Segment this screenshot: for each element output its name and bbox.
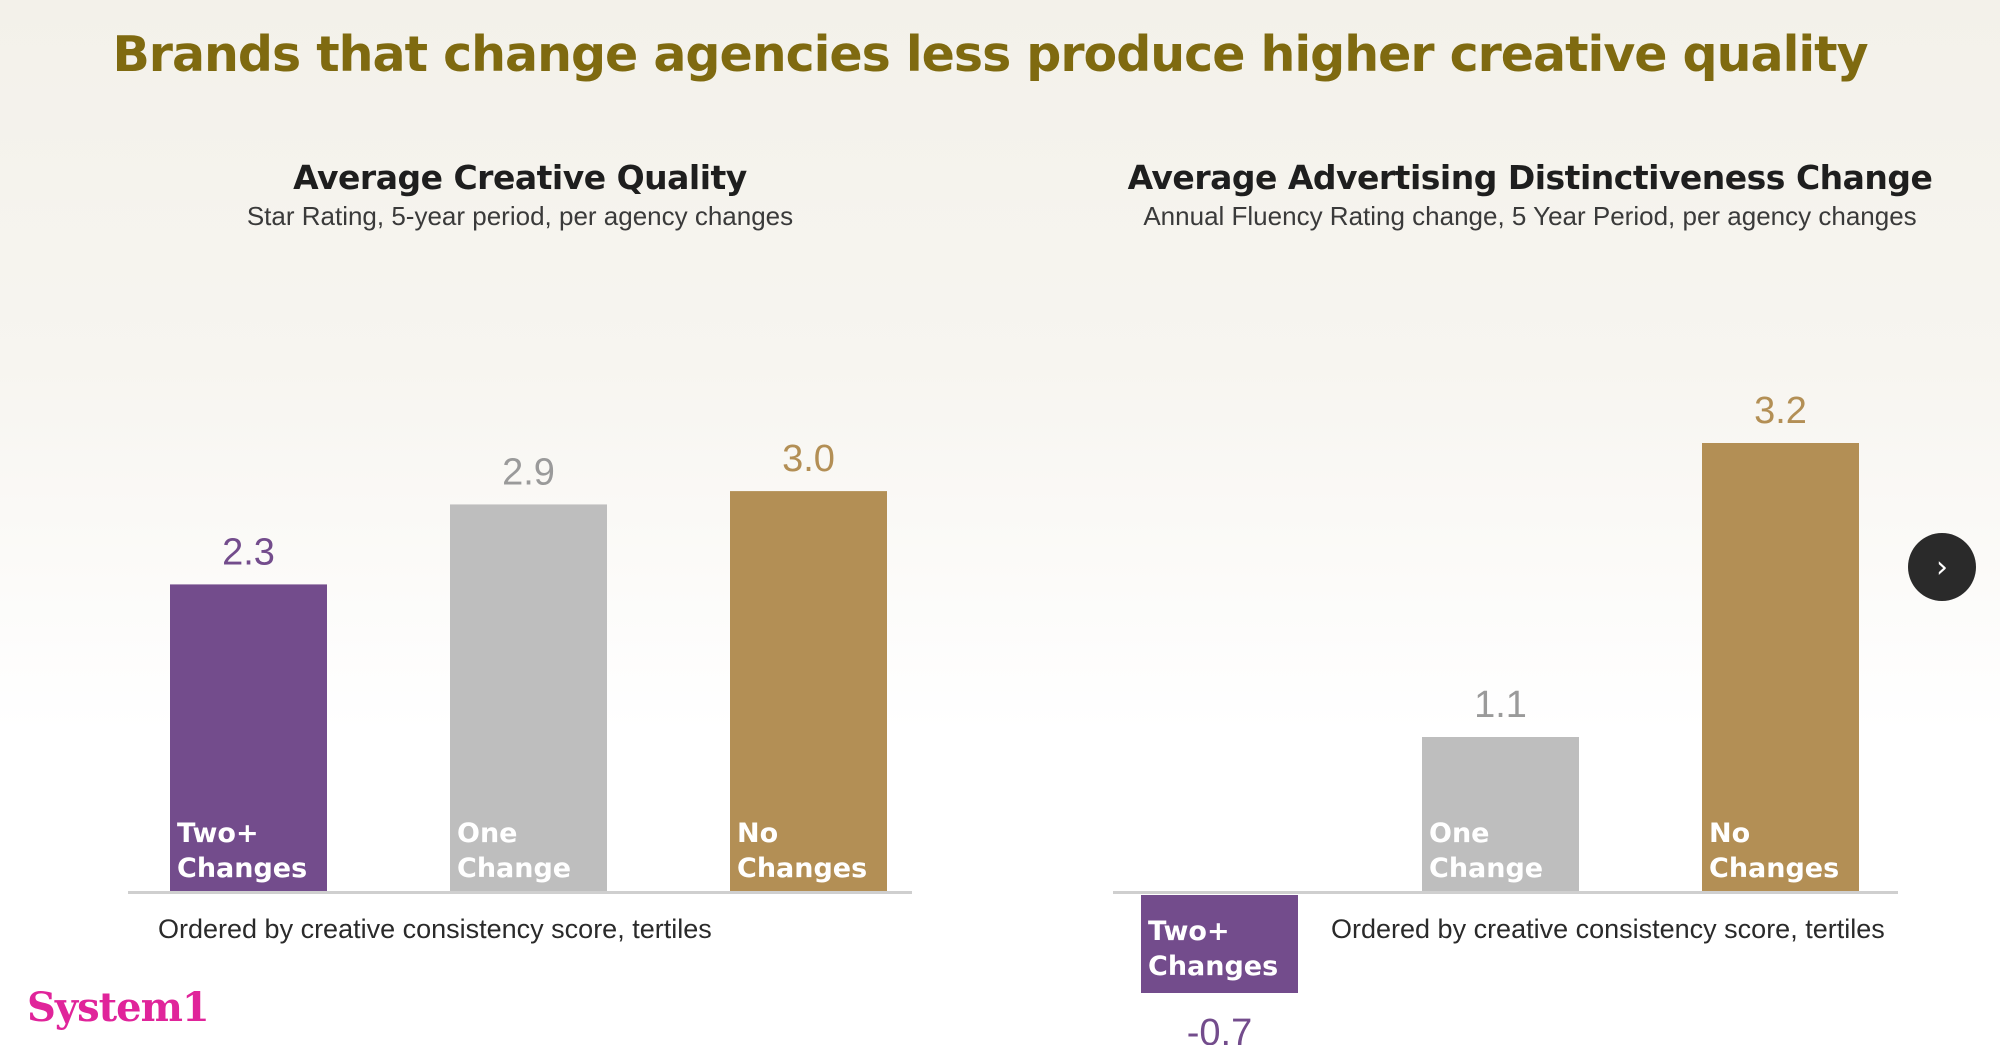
main-title: Brands that change agencies less produce…	[112, 26, 1868, 83]
chart-2-category-label-1-line-2: Changes	[1148, 951, 1278, 982]
chart-2-value-label-2: 1.1	[1474, 684, 1527, 726]
chart-1-bar-2	[450, 504, 607, 891]
chart-1-subtitle: Star Rating, 5-year period, per agency c…	[246, 201, 794, 231]
chart-2-value-label-1: -0.7	[1187, 1012, 1252, 1045]
chart-2-bar-3	[1702, 443, 1859, 891]
system1-logo: System1	[27, 984, 210, 1031]
chart-2-footnote: Ordered by creative consistency score, t…	[1331, 914, 1885, 944]
chart-1-footnote: Ordered by creative consistency score, t…	[158, 914, 712, 944]
chart-2-subtitle: Annual Fluency Rating change, 5 Year Per…	[1143, 201, 1917, 231]
next-slide-button[interactable]: ›	[1908, 533, 1976, 601]
chart-2-title: Average Advertising Distinctiveness Chan…	[1127, 158, 1933, 197]
chart-1-category-label-1-line-2: Changes	[177, 853, 307, 884]
chart-1-value-label-1: 2.3	[222, 531, 275, 573]
chart-2-category-label-3-line-1: No	[1709, 818, 1750, 849]
chart-2-category-label-2-line-2: Change	[1429, 853, 1543, 884]
chart-1-category-label-3-line-1: No	[737, 818, 778, 849]
chart-1-category-label-3-line-2: Changes	[737, 853, 867, 884]
chart-2-bar-1	[1141, 895, 1298, 993]
chart-1-category-label-2-line-1: One	[457, 818, 518, 849]
chart-1-value-label-3: 3.0	[782, 438, 835, 480]
chart-2-category-label-2-line-1: One	[1429, 818, 1490, 849]
chart-2-category-label-3-line-2: Changes	[1709, 853, 1839, 884]
chart-1-bar-3	[730, 491, 887, 891]
chart-2-bar-2	[1422, 737, 1579, 891]
chart-1-value-label-2: 2.9	[502, 451, 555, 493]
chart-1-plot: 2.3 Two+ Changes 2.9 One Change 3.0 No Changes	[128, 438, 912, 894]
chart-1-category-label-2-line-2: Change	[457, 853, 571, 884]
chart-1-bar-1	[170, 584, 327, 891]
chart-2-category-label-1-line-1: Two+	[1148, 916, 1230, 947]
chart-2-value-label-3: 3.2	[1754, 390, 1807, 432]
chart-1-category-label-1-line-1: Two+	[177, 818, 259, 849]
chart-1-title: Average Creative Quality	[293, 158, 747, 197]
chevron-right-icon: ›	[1936, 549, 1948, 585]
